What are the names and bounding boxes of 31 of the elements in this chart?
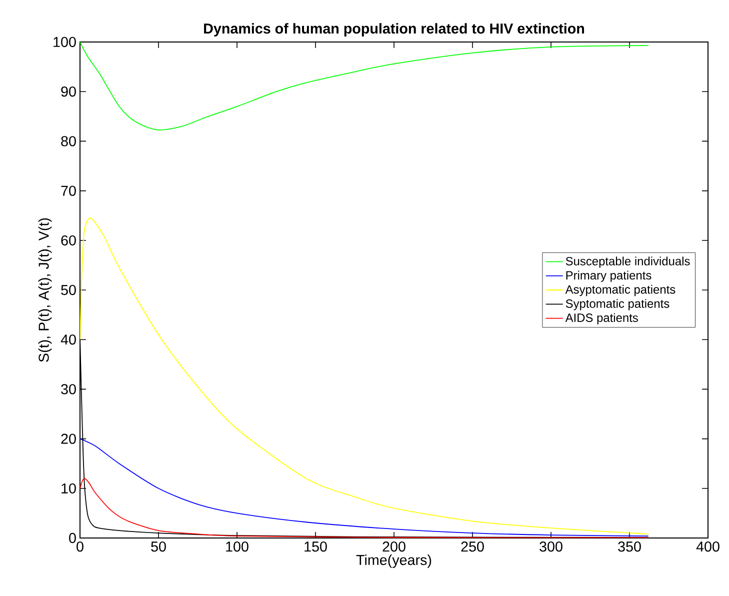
legend-label: Primary patients	[566, 270, 652, 282]
y-tick-label: 0	[69, 532, 76, 544]
y-tick-label: 100	[54, 36, 76, 48]
line-series	[80, 42, 649, 130]
chart-title: Dynamics of human population related to HIV extinction	[204, 23, 584, 36]
legend-label: Susceptable individuals	[566, 256, 690, 268]
y-tick-label: 80	[61, 136, 76, 146]
x-tick-label: 0	[76, 542, 84, 552]
x-tick-label: 300	[540, 542, 562, 552]
line-series	[80, 478, 649, 538]
x-tick-label: 150	[304, 542, 327, 552]
line-series	[80, 438, 649, 536]
y-axis-title: S(t), P(t), A(t), J(t), V(t)	[38, 218, 52, 362]
x-tick-label: 50	[151, 542, 166, 552]
legend-label: Asyptomatic patients	[565, 284, 676, 296]
x-tick-label: 200	[382, 542, 406, 552]
y-tick-label: 60	[61, 235, 76, 246]
y-tick-label: 20	[61, 434, 76, 444]
y-tick-label: 70	[61, 186, 76, 196]
legend-label: AIDS patients	[565, 313, 638, 324]
legend-label: Syptomatic patients	[566, 299, 670, 310]
y-tick-label: 30	[61, 384, 76, 394]
x-axis-title: Time(years)	[356, 554, 432, 568]
x-tick-label: 250	[461, 542, 484, 552]
x-tick-label: 100	[226, 542, 248, 552]
y-tick-label: 50	[61, 284, 76, 296]
y-tick-label: 90	[61, 86, 76, 97]
x-tick-label: 350	[618, 542, 641, 552]
x-tick-label: 400	[696, 542, 720, 552]
y-tick-label: 40	[60, 334, 76, 345]
y-tick-label: 10	[62, 483, 76, 494]
